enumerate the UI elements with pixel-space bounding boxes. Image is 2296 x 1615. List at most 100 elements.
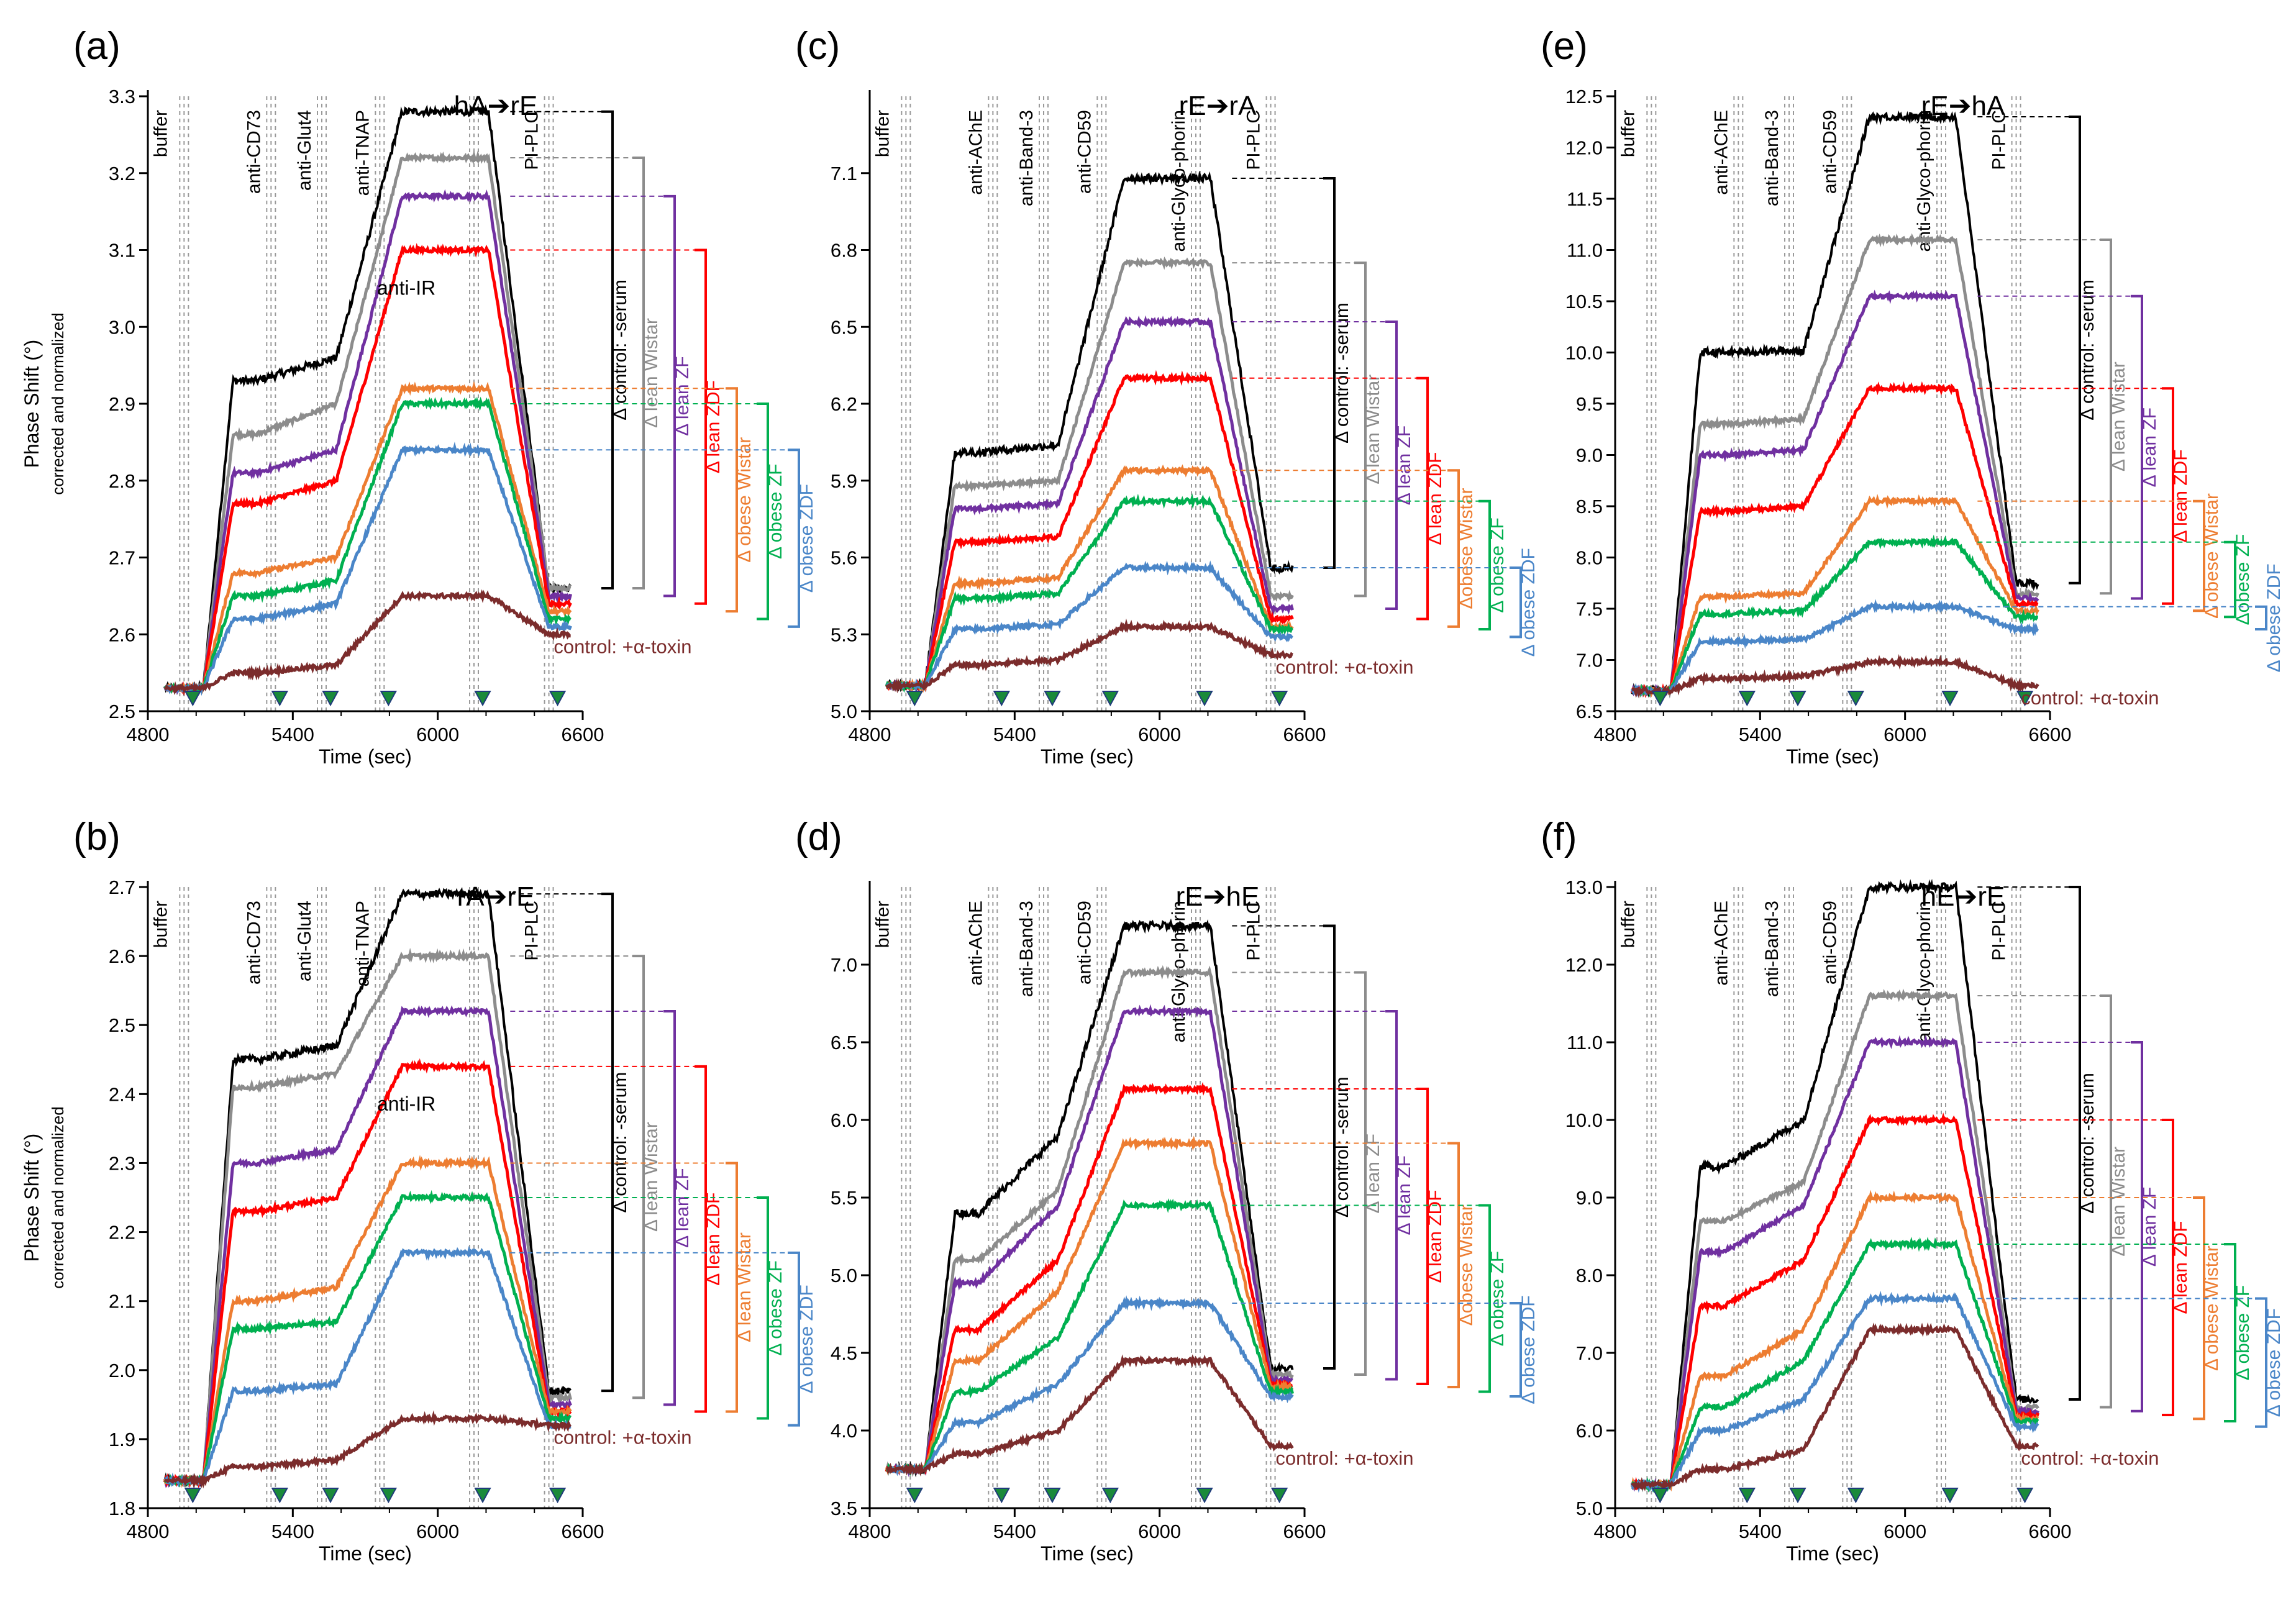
delta-label-part: ZDF [1518, 1295, 1539, 1337]
delta-label-part: Wistar [2108, 362, 2129, 419]
delta-bracket [1385, 321, 1398, 610]
y-tick-label: 2.9 [109, 393, 135, 415]
series-trace-2 [1630, 289, 2039, 696]
delta-label-part: Δ obese [2233, 1313, 2253, 1380]
injection-marker [184, 691, 202, 707]
delta-label-part: ZF [765, 464, 786, 492]
injection-marker [184, 1488, 202, 1504]
y-tick-label: 5.0 [831, 1265, 857, 1286]
delta-label-part: Δ obese [1487, 1279, 1508, 1346]
injection-label: anti-AChE [965, 110, 986, 195]
injection-label: anti-Glyco-phorin [1914, 110, 1934, 252]
delta-bracket [2100, 994, 2112, 1409]
delta-label-part: ZDF [1425, 1190, 1446, 1231]
delta-label: Δ lean ZF [672, 1168, 693, 1247]
delta-label-part: Δ lean [703, 422, 724, 473]
series-trace-5 [1630, 1236, 2039, 1493]
series-trace-2 [885, 315, 1294, 693]
y-tick-label: 5.0 [1576, 1498, 1603, 1519]
injection-marker [1044, 691, 1061, 707]
delta-label-part: Δ lean [2139, 435, 2160, 487]
delta-label: Δ lean ZDF [703, 380, 724, 473]
delta-label: Δ obese ZF [2233, 1285, 2253, 1380]
delta-label-part: ZF [2139, 1187, 2160, 1215]
series-trace-7 [163, 1410, 572, 1489]
toxin-label: control: +α-toxin [1275, 1447, 1413, 1469]
series-trace-0 [1631, 878, 2039, 1491]
delta-label-part: Wistar [1456, 488, 1477, 546]
x-tick-label: 5400 [993, 724, 1036, 745]
delta-bracket [1385, 1010, 1398, 1381]
delta-label-part: Δ obese [796, 525, 817, 593]
delta-bracket [1510, 1302, 1522, 1398]
x-tick-label: 6600 [2029, 1521, 2072, 1542]
panel-title: rE➔hE [1176, 881, 1260, 912]
delta-label: Δ lean ZF [2139, 1187, 2160, 1267]
delta-bracket [1510, 566, 1522, 639]
injection-marker [1196, 1488, 1213, 1504]
y-tick-label: 2.0 [109, 1360, 135, 1381]
delta-label-part: ZDF [796, 1285, 817, 1326]
injection-marker [380, 1488, 398, 1504]
y-axis-label: Phase Shift (°) [20, 340, 43, 468]
delta-label-part: Δ lean [2108, 420, 2129, 471]
delta-label-part: ZF [765, 1260, 786, 1288]
delta-bracket [2162, 387, 2174, 605]
toxin-label: control: +α-toxin [2021, 687, 2159, 709]
injection-label: PI-PLC [1989, 901, 2010, 961]
y-tick-label: 6.5 [1576, 701, 1603, 722]
delta-label: Δ obese ZF [765, 1260, 786, 1355]
injection-marker [993, 691, 1011, 707]
series-trace-4 [1630, 1190, 2039, 1493]
series-trace-7 [1631, 1322, 2039, 1491]
x-tick-label: 6000 [1138, 1521, 1181, 1542]
series-trace-3 [1630, 381, 2039, 699]
series-trace-1 [1630, 233, 2039, 699]
injection-label: anti-Band-3 [1016, 901, 1037, 997]
delta-label-part: ZDF [1518, 548, 1539, 589]
delta-bracket [788, 1251, 800, 1427]
y-tick-label: 6.2 [831, 393, 857, 415]
series-trace-0 [885, 918, 1294, 1478]
delta-label: Δ lean ZF [1394, 425, 1414, 505]
delta-label-part: Δ lean [2171, 491, 2191, 542]
delta-bracket [663, 1010, 676, 1406]
annotation-label: anti-IR [377, 1093, 435, 1115]
series-trace-3 [885, 370, 1294, 691]
y-tick-label: 11.0 [1567, 1032, 1603, 1053]
series-trace-7 [163, 589, 571, 696]
injection-marker [474, 1488, 491, 1504]
delta-label: Δ lean ZDF [703, 1193, 724, 1286]
delta-bracket [2131, 1041, 2143, 1413]
delta-label: Δ lean ZF [1363, 1134, 1383, 1213]
y-tick-label: 8.5 [1576, 496, 1603, 517]
delta-label: Δ obese ZDF [1518, 1295, 1539, 1404]
y-tick-label: 2.6 [109, 624, 135, 645]
delta-label-part: ZDF [703, 1193, 724, 1234]
delta-label: Δ obese ZDF [796, 484, 817, 593]
x-tick-label: 5400 [271, 1521, 314, 1542]
injection-label: buffer [872, 110, 893, 157]
y-tick-label: 2.3 [109, 1152, 135, 1174]
x-tick-label: 6600 [2029, 724, 2072, 745]
series-trace-1 [885, 257, 1294, 692]
injection-marker [2016, 1488, 2034, 1504]
panel-title: hA➔rE [454, 91, 538, 121]
y-tick-label: 7.5 [1576, 598, 1603, 620]
y-tick-label: 6.5 [831, 316, 857, 338]
delta-label-part: Δ obese [1518, 589, 1539, 657]
delta-label-part: ZF [1487, 1251, 1508, 1279]
y-axis-sublabel: corrected and normalized [48, 1106, 67, 1288]
toxin-label: control: +α-toxin [554, 1427, 691, 1449]
y-tick-label: 9.0 [1576, 1187, 1603, 1209]
panel-label: (b) [73, 816, 121, 858]
panel-label: (d) [795, 816, 842, 858]
y-tick-label: 5.3 [831, 624, 857, 645]
injection-label: buffer [150, 901, 171, 948]
delta-label: Δ lean Wistar [2108, 362, 2129, 471]
delta-label: Δ obese ZDF [2264, 563, 2284, 672]
injection-marker [1270, 691, 1288, 707]
injection-label: anti-CD59 [1820, 901, 1840, 985]
delta-bracket [2162, 1119, 2174, 1416]
injection-marker [1101, 1488, 1119, 1504]
